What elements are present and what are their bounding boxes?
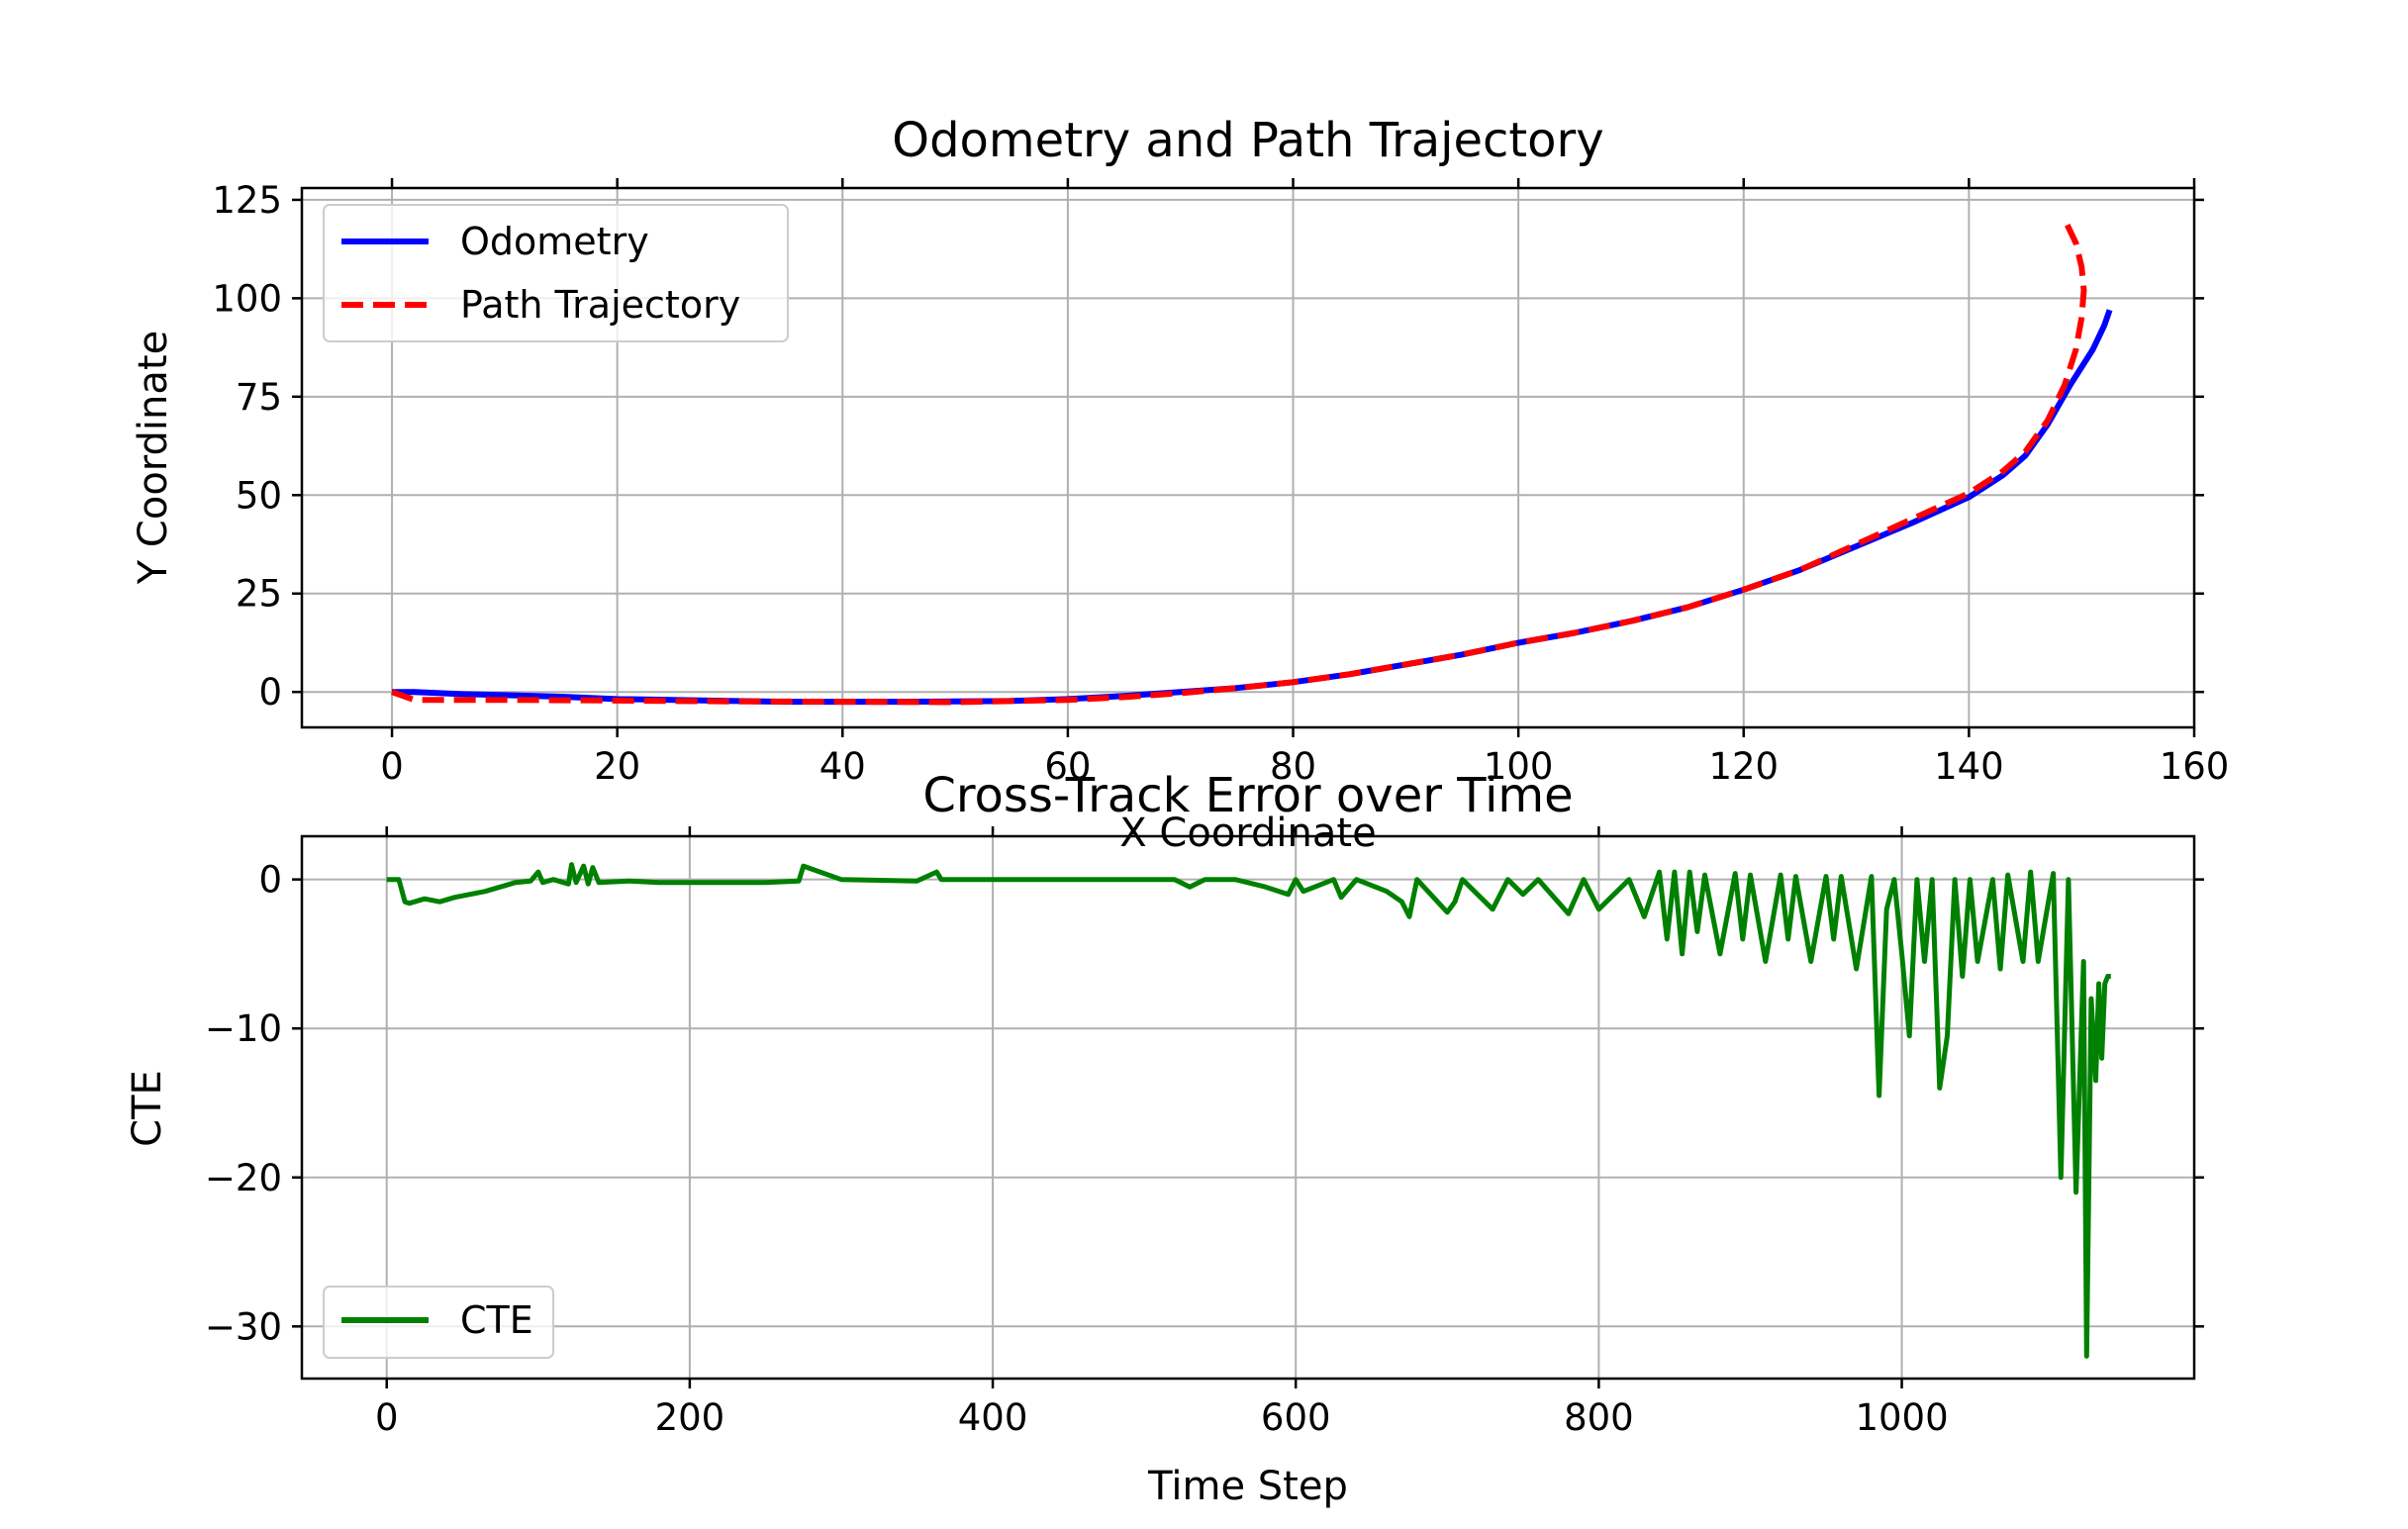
- trajectory-series-group: [391, 218, 2113, 706]
- cte-axes-frame: [300, 834, 2196, 1381]
- odometry-legend-label: Odometry: [460, 220, 649, 263]
- trajectory-x-axis-label: X Coordinate: [1119, 811, 1376, 856]
- cte-x-tick-label: 0: [375, 1396, 399, 1439]
- trajectory-x-tick-label: 120: [1708, 745, 1779, 788]
- trajectory-plot-area: [391, 218, 2113, 706]
- trajectory-y-tick-label: 0: [258, 671, 282, 714]
- trajectory-y-tick-label: 100: [212, 277, 282, 320]
- trajectory-x-tick-label: 80: [1270, 745, 1316, 788]
- cte-x-tick-label: 600: [1261, 1396, 1331, 1439]
- cte-x-axis-label: Time Step: [1147, 1464, 1348, 1509]
- trajectory-legend: Odometry Path Trajectory: [323, 204, 789, 342]
- cte-y-axis-label: CTE: [125, 1070, 170, 1147]
- cte-legend-box: [323, 1286, 554, 1359]
- cte-y-tick-label: −30: [205, 1305, 282, 1348]
- cte-series-group: [386, 862, 2111, 1359]
- cte-line: [386, 862, 2111, 1359]
- cte-plot: 0 200 400 600 800 1000 0 −10 −20 −30 Cross-Track …: [125, 768, 2204, 1509]
- trajectory-y-tick-label: 25: [236, 573, 282, 616]
- cte-legend-label: CTE: [460, 1298, 533, 1342]
- trajectory-axes-frame: [300, 186, 2196, 729]
- trajectory-y-tick-label: 75: [236, 376, 282, 419]
- path-trajectory-legend-label: Path Trajectory: [460, 283, 740, 327]
- cte-ticks: 0 200 400 600 800 1000 0 −10 −20 −30: [205, 826, 2204, 1439]
- trajectory-x-tick-label: 100: [1484, 745, 1554, 788]
- trajectory-legend-box: [323, 204, 789, 342]
- cte-legend: CTE: [323, 1286, 554, 1359]
- cte-x-tick-label: 800: [1564, 1396, 1634, 1439]
- trajectory-plot: 0 20 40 60 80 100 120 140 160 0 25 50 75 100 125 Odome…: [131, 113, 2229, 856]
- trajectory-x-tick-label: 160: [2160, 745, 2230, 788]
- path-trajectory-line: [391, 218, 2087, 706]
- cte-y-tick-label: −20: [205, 1157, 282, 1199]
- cte-x-tick-label: 400: [958, 1396, 1028, 1439]
- trajectory-x-tick-label: 140: [1934, 745, 2004, 788]
- cte-y-tick-label: −10: [205, 1007, 282, 1050]
- trajectory-x-tick-label: 40: [819, 745, 866, 788]
- trajectory-x-tick-label: 60: [1044, 745, 1091, 788]
- cte-title: Cross-Track Error over Time: [922, 768, 1573, 823]
- cte-x-tick-label: 200: [655, 1396, 725, 1439]
- trajectory-y-tick-label: 125: [212, 179, 282, 222]
- trajectory-ticks: 0 20 40 60 80 100 120 140 160 0 25 50 75 100 125: [212, 178, 2229, 788]
- cte-y-tick-label: 0: [258, 859, 282, 902]
- cte-x-tick-label: 1000: [1855, 1396, 1948, 1439]
- trajectory-x-tick-label: 0: [380, 745, 404, 788]
- cte-plot-area: [386, 862, 2111, 1359]
- trajectory-y-axis-label: Y Coordinate: [131, 331, 176, 585]
- trajectory-y-tick-label: 50: [236, 474, 282, 517]
- trajectory-x-tick-label: 20: [594, 745, 640, 788]
- trajectory-title: Odometry and Path Trajectory: [892, 113, 1603, 168]
